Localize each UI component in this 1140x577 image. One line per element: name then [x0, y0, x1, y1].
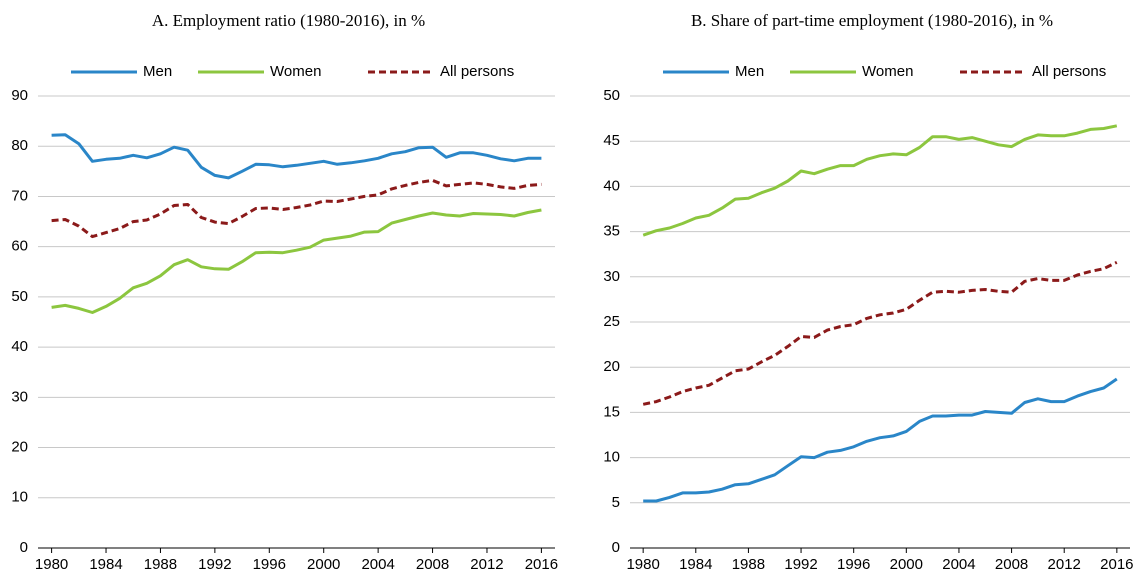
x-tick-label: 2008 [416, 556, 449, 573]
series-line [51, 208, 542, 314]
legend-label: Women [862, 63, 913, 80]
y-tick-label: 40 [603, 177, 620, 194]
y-tick-label: 0 [20, 539, 28, 556]
y-tick-label: 30 [603, 268, 620, 285]
y-tick-label: 25 [603, 313, 620, 330]
x-tick-label: 2016 [525, 556, 558, 573]
legend-label: All persons [440, 63, 514, 80]
y-tick-label: 20 [603, 358, 620, 375]
y-tick-label: 10 [11, 489, 28, 506]
y-tick-label: 60 [11, 238, 28, 255]
y-tick-label: 80 [11, 137, 28, 154]
x-tick-label: 2016 [1100, 556, 1133, 573]
y-tick-label: 35 [603, 223, 620, 240]
y-tick-label: 40 [11, 338, 28, 355]
x-tick-label: 1988 [732, 556, 765, 573]
legend-label: Men [143, 63, 172, 80]
legend-label: All persons [1032, 63, 1106, 80]
x-tick-label: 1992 [198, 556, 231, 573]
x-tick-label: 1984 [679, 556, 712, 573]
y-tick-label: 70 [11, 187, 28, 204]
series-line [642, 260, 1118, 406]
chart-title: A. Employment ratio (1980-2016), in % [152, 11, 425, 30]
x-tick-label: 1980 [626, 556, 659, 573]
chart-title: B. Share of part-time employment (1980-2… [691, 11, 1053, 30]
series-line [642, 124, 1118, 237]
x-tick-label: 1996 [837, 556, 870, 573]
y-tick-label: 50 [603, 87, 620, 104]
legend-label: Women [270, 63, 321, 80]
x-tick-label: 2000 [307, 556, 340, 573]
y-tick-label: 90 [11, 87, 28, 104]
y-tick-label: 20 [11, 439, 28, 456]
x-tick-label: 1980 [35, 556, 68, 573]
series-line [51, 178, 542, 239]
x-tick-label: 2000 [890, 556, 923, 573]
y-tick-label: 30 [11, 388, 28, 405]
y-tick-label: 10 [603, 449, 620, 466]
series-line [643, 377, 1118, 503]
y-tick-label: 5 [612, 494, 620, 511]
x-tick-label: 2012 [470, 556, 503, 573]
y-tick-label: 15 [603, 403, 620, 420]
x-tick-label: 2004 [361, 556, 394, 573]
y-tick-label: 45 [603, 132, 620, 149]
x-tick-label: 1988 [144, 556, 177, 573]
x-tick-label: 1996 [253, 556, 286, 573]
x-tick-label: 2012 [1048, 556, 1081, 573]
legend-label: Men [735, 63, 764, 80]
series-line [51, 133, 542, 180]
y-tick-label: 50 [11, 288, 28, 305]
x-tick-label: 2008 [995, 556, 1028, 573]
x-tick-label: 1984 [89, 556, 122, 573]
x-tick-label: 2004 [942, 556, 975, 573]
y-tick-label: 0 [612, 539, 620, 556]
x-tick-label: 1992 [784, 556, 817, 573]
